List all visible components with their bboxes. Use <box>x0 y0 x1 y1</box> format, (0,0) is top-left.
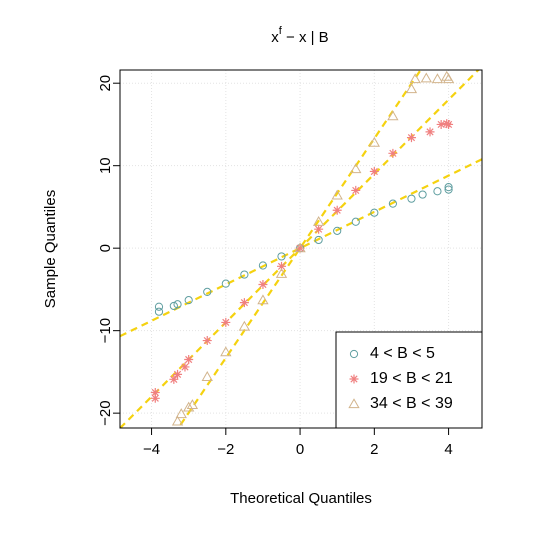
point <box>333 226 342 235</box>
x-tick-label: 2 <box>370 441 378 458</box>
x-tick-label: −2 <box>217 441 234 458</box>
point <box>433 187 442 196</box>
point <box>368 136 380 147</box>
point <box>420 72 432 83</box>
point <box>275 267 288 278</box>
point <box>202 336 212 346</box>
point <box>442 119 452 129</box>
x-tick-label: 4 <box>444 441 452 458</box>
point <box>154 302 164 311</box>
legend: 4 < B < 5 19 < B < 21 34 < B < 39 <box>335 331 483 429</box>
point <box>258 261 268 270</box>
point <box>173 369 183 379</box>
point <box>258 279 268 289</box>
point <box>312 215 325 226</box>
point <box>220 346 232 357</box>
point <box>294 242 306 253</box>
point <box>169 301 178 311</box>
point <box>240 270 249 279</box>
point <box>314 235 323 245</box>
y-tick-label: 10 <box>97 157 114 174</box>
point <box>314 224 324 234</box>
point <box>351 185 361 195</box>
point <box>388 199 397 208</box>
point <box>277 261 287 271</box>
point <box>239 298 249 308</box>
legend-label: 34 < B < 39 <box>370 395 453 412</box>
legend-marker <box>348 398 360 409</box>
point <box>171 415 184 426</box>
x-tick-label: −4 <box>143 441 160 458</box>
point <box>150 393 160 403</box>
point <box>184 296 193 305</box>
legend-label: 19 < B < 21 <box>370 370 453 387</box>
point <box>257 294 269 305</box>
y-tick-label: 20 <box>97 75 114 92</box>
point <box>183 401 195 412</box>
point <box>331 189 343 200</box>
legend-box <box>335 331 483 429</box>
x-tick-label: 0 <box>296 441 304 458</box>
point <box>442 73 455 84</box>
point <box>238 320 251 331</box>
y-tick-label: −10 <box>97 318 114 343</box>
point <box>295 243 305 253</box>
point <box>418 190 427 199</box>
point <box>388 148 398 158</box>
point <box>351 217 360 226</box>
point <box>387 110 399 121</box>
legend-marker <box>349 374 359 384</box>
y-tick-label: 0 <box>97 244 114 252</box>
legend-label: 4 < B < 5 <box>370 345 435 362</box>
point <box>444 183 453 192</box>
legend-marker <box>349 349 359 359</box>
plot-border <box>119 69 483 429</box>
point <box>154 307 164 316</box>
point <box>150 388 160 398</box>
point <box>444 119 454 129</box>
point <box>332 205 342 215</box>
point <box>221 279 230 288</box>
point <box>444 185 453 194</box>
point <box>425 127 435 137</box>
point <box>406 133 416 143</box>
x-axis-label: Theoretical Quantiles <box>230 490 372 507</box>
point <box>173 300 182 309</box>
point <box>201 371 213 381</box>
y-tick-label: −20 <box>97 400 114 425</box>
point <box>169 374 179 384</box>
point <box>180 362 190 372</box>
point <box>221 317 231 327</box>
point <box>409 73 421 84</box>
point <box>175 408 187 419</box>
point <box>184 355 194 365</box>
point <box>350 163 362 174</box>
point <box>431 73 444 84</box>
points <box>150 70 455 426</box>
chart-title: xf − x | B <box>271 25 328 46</box>
y-axis-label: Sample Quantiles <box>42 190 59 308</box>
point <box>405 83 418 94</box>
point <box>186 399 199 410</box>
point <box>436 119 446 129</box>
point <box>369 166 379 176</box>
point <box>277 252 286 261</box>
point <box>203 287 212 296</box>
point <box>407 194 416 203</box>
point <box>370 208 379 217</box>
